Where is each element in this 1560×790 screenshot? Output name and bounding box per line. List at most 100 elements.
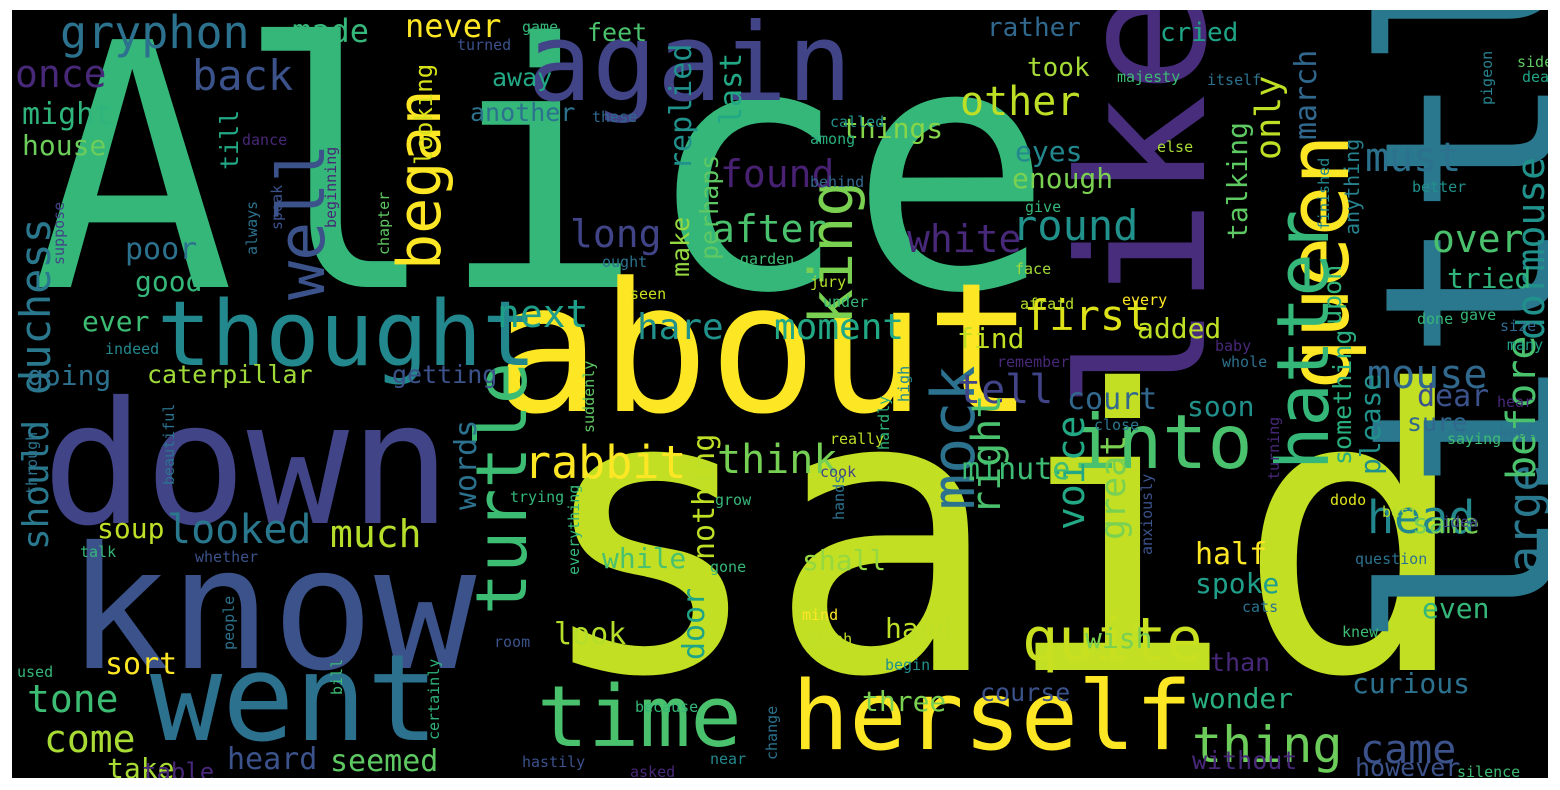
word-into: into	[1072, 398, 1253, 486]
word-eyes: eyes	[1015, 135, 1083, 168]
word-called: called	[830, 113, 885, 131]
word-suppose: suppose	[50, 201, 68, 265]
word-really: really	[830, 430, 885, 448]
word-anything: anything	[1340, 138, 1364, 235]
word-once: once	[15, 52, 107, 96]
word-game: game	[522, 18, 559, 36]
word-high: high	[895, 365, 913, 402]
word-much: much	[330, 512, 422, 556]
word-turned: turned	[457, 36, 512, 54]
word-know: know	[67, 511, 477, 709]
word-wonder: wonder	[1192, 682, 1294, 715]
word-going: going	[27, 359, 112, 392]
word-give: give	[1025, 198, 1062, 216]
word-behind: behind	[810, 173, 865, 191]
word-half: half	[1195, 537, 1268, 572]
word-three: three	[862, 685, 947, 718]
word-dodo: dodo	[1330, 491, 1367, 509]
word-people: people	[220, 595, 238, 650]
word-went: went	[150, 630, 439, 769]
word-away: away	[492, 63, 553, 92]
word-herself: herself	[792, 662, 1193, 772]
word-something: something	[1328, 329, 1357, 465]
word-another: another	[470, 98, 576, 127]
word-deal: deal	[1522, 68, 1548, 86]
word-afraid: afraid	[1020, 295, 1075, 313]
word-heard: heard	[227, 742, 318, 777]
word-better: better	[1412, 178, 1467, 196]
word-best: best	[1382, 503, 1419, 521]
word-talking: talking	[1221, 121, 1254, 240]
word-long: long	[570, 212, 662, 256]
word-march: march	[1289, 49, 1324, 140]
word-knew: knew	[1342, 623, 1379, 641]
word-asked: asked	[630, 763, 676, 779]
word-next: next	[497, 292, 589, 336]
word-every: every	[1122, 291, 1168, 309]
word-dear: dear	[1417, 379, 1490, 414]
word-beautiful: beautiful	[160, 403, 178, 485]
word-curious: curious	[1352, 667, 1471, 700]
word-talk: talk	[80, 543, 117, 561]
word-thing: thing	[1192, 716, 1343, 774]
word-gryphon: gryphon	[60, 10, 250, 59]
word-sort: sort	[105, 647, 178, 682]
word-take: take	[107, 752, 175, 779]
word-looking: looking	[410, 63, 438, 165]
word-whole: whole	[1222, 353, 1268, 371]
word-majesty: majesty	[1117, 68, 1181, 86]
word-beginning: beginning	[322, 146, 340, 228]
word-took: took	[1027, 53, 1090, 83]
word-room: room	[494, 633, 531, 651]
word-soup: soup	[97, 512, 165, 545]
word-tone: tone	[27, 677, 119, 721]
word-than: than	[1210, 648, 1271, 677]
word-sure: sure	[1407, 408, 1468, 437]
word-whether: whether	[195, 548, 259, 566]
word-time: time	[537, 668, 742, 767]
word-head: head	[1367, 491, 1476, 544]
word-till: till	[215, 109, 244, 170]
word-bill: bill	[328, 658, 346, 695]
word-hare: hare	[637, 307, 724, 348]
word-used: used	[17, 663, 54, 681]
word-wish: wish	[1085, 622, 1153, 655]
word-mouse: mouse	[1367, 352, 1488, 398]
word-hands: hands	[830, 474, 848, 520]
word-thought: thought	[157, 282, 537, 387]
word-anxiously: anxiously	[1138, 473, 1156, 555]
word-gone: gone	[710, 558, 747, 576]
word-hand: hand	[885, 612, 953, 645]
word-baby: baby	[1215, 337, 1252, 355]
word-other: other	[960, 79, 1081, 125]
word-added: added	[1137, 312, 1222, 345]
word-down: down	[42, 366, 452, 564]
word-cats: cats	[1242, 598, 1279, 616]
word-think: think	[717, 437, 838, 483]
word-spoke: spoke	[1195, 567, 1280, 600]
word-again: again	[527, 10, 853, 126]
word-feet: feet	[587, 18, 648, 47]
word-gave: gave	[1460, 306, 1497, 324]
word-tried: tried	[1447, 262, 1532, 295]
word-minute: minute	[962, 452, 1071, 487]
word-perhaps: perhaps	[695, 154, 724, 260]
word-cook: cook	[820, 463, 857, 481]
word-found: found	[720, 152, 835, 196]
word-quite: quite	[1022, 605, 1203, 675]
word-back: back	[192, 51, 294, 100]
word-dinah: dinah	[807, 630, 853, 648]
word-please: please	[1354, 373, 1387, 475]
word-must: must	[1365, 135, 1462, 181]
word-cried: cried	[1160, 18, 1239, 48]
word-ever: ever	[82, 305, 150, 338]
word-dance: dance	[242, 131, 288, 149]
word-these: these	[592, 108, 638, 126]
word-poor: poor	[125, 232, 198, 267]
word-good: good	[135, 265, 203, 298]
word-might: might	[22, 97, 113, 132]
word-indeed: indeed	[105, 340, 160, 358]
word-kept: kept	[1499, 423, 1536, 441]
word-same: same	[1412, 507, 1480, 540]
word-without: without	[1192, 746, 1298, 775]
